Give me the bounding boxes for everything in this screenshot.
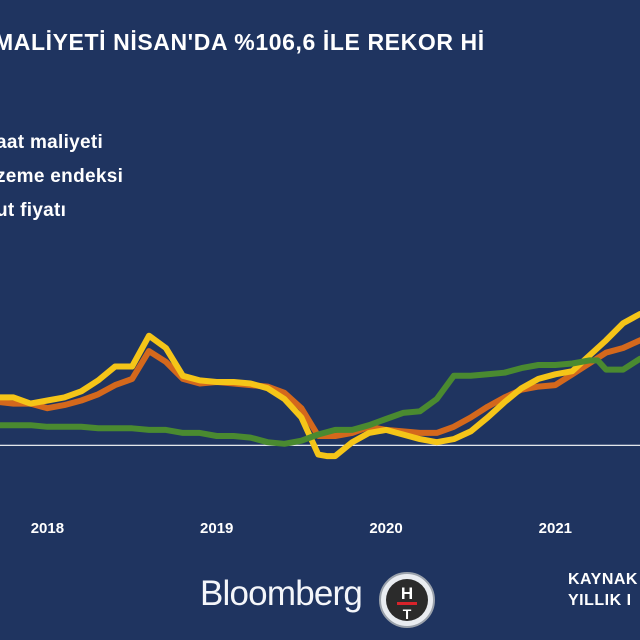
legend-item-housing-price: ut fiyatı xyxy=(0,200,67,221)
legend-item-construction-cost: aat maliyeti xyxy=(0,132,104,153)
bloomberg-logo: Bloomberg xyxy=(200,574,363,613)
source-line-1: KAYNAK xyxy=(568,571,638,588)
x-tick-label: 2020 xyxy=(369,520,402,537)
x-tick-label: 2018 xyxy=(31,520,64,537)
x-tick-label: 2019 xyxy=(200,520,233,537)
legend-item-material-index: zeme endeksi xyxy=(0,166,124,187)
ht-logo-letter-h: H xyxy=(401,584,413,603)
source-note: KAYNAK YILLIK I xyxy=(568,569,638,611)
line-chart: 2018 2019 2020 2021 xyxy=(0,311,640,537)
x-axis-ticks: 2018 2019 2020 2021 xyxy=(31,520,572,537)
source-line-2: YILLIK I xyxy=(568,592,632,609)
series-line-1 xyxy=(0,337,640,439)
series-line-2 xyxy=(0,311,640,460)
ht-logo-letter-t: T xyxy=(403,606,412,622)
x-tick-label: 2021 xyxy=(539,520,572,537)
series-line-3 xyxy=(0,355,640,447)
series-layer xyxy=(0,311,640,460)
ht-logo-icon: H T xyxy=(379,572,435,628)
chart-title: MALİYETİ NİSAN'DA %106,6 İLE REKOR Hİ xyxy=(0,29,485,55)
